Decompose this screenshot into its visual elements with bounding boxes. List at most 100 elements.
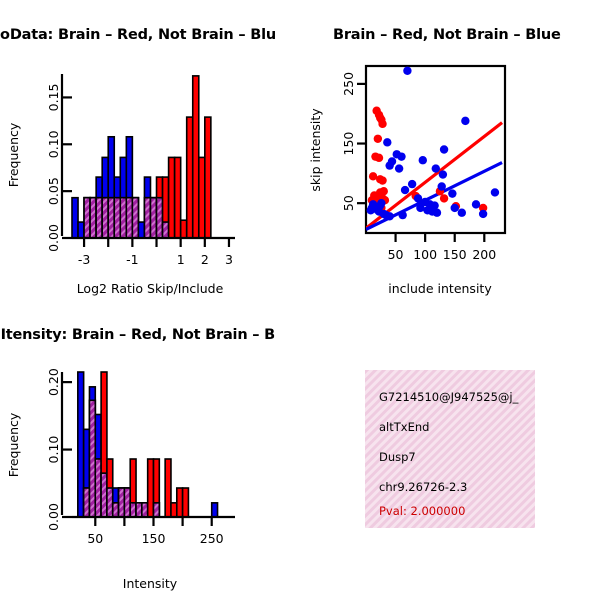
scatter-point [378,176,387,185]
x-tick-label: 150 [443,247,467,262]
hist-ratio-y-axis: 0.00 0.05 0.10 0.15 [46,74,72,252]
scatter-point [439,145,449,154]
scatter-point [378,119,387,129]
hist-bar-overlap [95,196,103,239]
hist-bar-overlap [125,196,134,239]
hist-bar-red [191,75,200,239]
hist-ratio-svg: 0.00 0.05 0.10 0.15 -3 -1 1 2 3 Frequency Log2 … [6,74,235,296]
scatter-panel: 50 150 250 50 100 150 200 skip intensity incl… [300,50,600,300]
hist-intensity-panel: 0.00 0.10 0.20 50 150 250 Frequency Intensit… [0,350,300,600]
hist-bar-red [197,156,206,239]
scatter-point [374,153,384,163]
scatter-point [478,203,488,213]
x-tick-label: 100 [413,247,437,262]
hist-ratio-x-axis: -3 -1 1 2 3 [72,236,235,267]
scatter-points [366,66,500,221]
hist-bar-red [185,116,194,239]
y-tick-label: 0.10 [46,436,61,464]
hist-bar-overlap [149,196,158,239]
hist-bar-red [181,487,190,518]
info-line-3: chr9.26726-2.3 [379,480,468,494]
scatter-point [397,152,406,161]
scatter-point [490,188,500,197]
scatter-ylabel: skip intensity [308,108,323,192]
scatter-point [439,194,449,203]
scatter-point [431,164,440,173]
hist-bar-red [170,502,178,518]
hist-bar-overlap [135,502,143,518]
scatter-point [450,203,459,213]
hist-intensity-bars [77,371,219,518]
scatter-point [448,189,457,198]
hist-intensity-svg: 0.00 0.10 0.20 50 150 250 Frequency Intensit… [6,368,235,591]
scatter-point [375,188,385,197]
scatter-xlabel: include intensity [388,281,492,296]
scatter-point [471,200,481,209]
hist-intensity-y-axis: 0.00 0.10 0.20 [46,368,72,531]
hist-bar-overlap [117,487,126,518]
hist-bar-overlap [101,196,110,239]
y-tick-label: 250 [341,72,356,96]
scatter-point [478,209,488,219]
hist-bar-blue [77,221,85,239]
hist-ratio-title: RatioData: Brain – Red, Not Brain – Blu [0,27,277,43]
scatter-point [373,134,383,143]
hist-bar-blue [77,371,85,518]
scatter-x-axis: 50 100 150 200 [388,233,496,262]
hist-bar-overlap [131,196,140,239]
scatter-point [416,203,425,213]
hist-bar-overlap [123,487,132,518]
hist-bar-red [146,458,155,518]
x-tick-label: 50 [87,531,103,546]
hist-bar-overlap [141,502,149,518]
x-tick-label: 250 [200,531,224,546]
y-tick-label: 0.05 [46,177,61,205]
hist-intensity-ylabel: Frequency [6,412,21,477]
y-tick-label: 0.15 [46,84,61,112]
info-line-0: G7214510@J947525@j_ [379,390,519,404]
scatter-point [398,210,407,220]
info-box: G7214510@J947525@j_ altTxEnd Dusp7 chr9.… [365,370,535,528]
scatter-point [366,206,375,215]
hist-bar-overlap [143,196,152,239]
scatter-point [368,172,378,181]
x-tick-label: 3 [225,252,233,267]
info-box-hatch [365,370,535,528]
scatter-svg: 50 150 250 50 100 150 200 skip intensity incl… [308,64,507,296]
info-pval: Pval: 2.000000 [379,504,466,518]
y-tick-label: 50 [341,195,356,211]
hist-bar-overlap [83,196,91,239]
hist-ratio-ylabel: Frequency [6,122,21,187]
x-tick-label: 200 [472,247,496,262]
hist-bar-overlap [88,399,97,518]
x-tick-label: 2 [201,252,209,267]
hist-bar-overlap [155,196,164,239]
scatter-y-axis: 50 150 250 [341,72,366,211]
y-tick-label: 0.10 [46,130,61,158]
hist-bar-overlap [119,196,128,239]
hist-ratio-panel: 0.00 0.05 0.10 0.15 -3 -1 1 2 3 Frequency Log2 … [0,50,300,300]
hist-bar-overlap [100,472,108,518]
hist-bar-red [164,458,172,518]
scatter-point [461,116,470,126]
hist-intensity-x-axis: 50 150 250 [72,515,235,546]
scatter-point [437,182,446,191]
hist-bar-blue [71,196,79,239]
hist-bar-red [167,156,176,239]
scatter-point [438,170,448,179]
x-tick-label: 1 [177,252,185,267]
y-tick-label: 0.20 [46,368,61,396]
scatter-point [385,161,394,170]
hist-intensity-title: ne Itensity: Brain – Red, Not Brain – B [0,327,276,343]
x-tick-label: -3 [78,252,90,267]
hist-bar-red [179,219,188,239]
y-tick-label: 0.00 [46,224,61,252]
scatter-point [377,198,386,208]
y-tick-label: 0.00 [46,503,61,531]
hist-bar-overlap [82,487,91,518]
hist-bar-overlap [89,196,97,239]
hist-bar-red [175,487,184,518]
scatter-trend-line [366,121,504,230]
hist-bar-blue [137,221,146,239]
scatter-point [418,156,427,165]
